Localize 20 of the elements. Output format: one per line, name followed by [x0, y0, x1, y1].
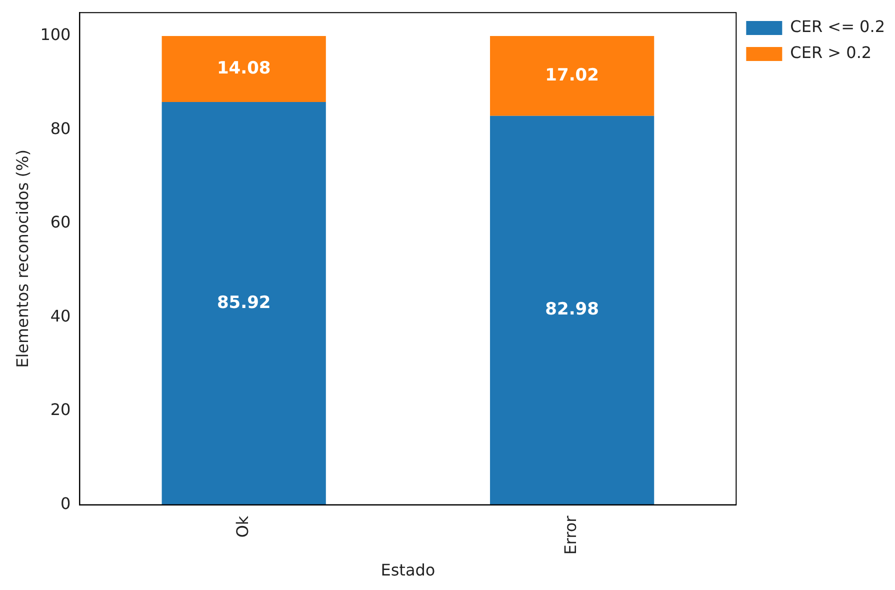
x-tick-label: Error	[561, 515, 580, 555]
data-label: 82.98	[545, 300, 599, 320]
x-tick-label: Ok	[233, 515, 252, 538]
y-axis-title: Elementos reconocidos (%)	[12, 150, 32, 368]
y-tick-label: 100	[40, 25, 71, 44]
bar	[162, 36, 326, 102]
bar	[162, 102, 326, 505]
y-tick-label: 40	[50, 306, 71, 326]
bar	[490, 36, 654, 116]
data-label: 14.08	[216, 58, 271, 78]
y-tick-label: 20	[50, 400, 71, 420]
bar	[490, 116, 654, 505]
y-tick-label: 80	[50, 118, 71, 138]
data-label: 85.92	[216, 292, 271, 313]
x-axis-title: Estado	[380, 560, 436, 580]
legend-label: CER > 0.2	[790, 43, 872, 62]
legend-label: CER <= 0.2	[790, 17, 885, 36]
y-tick-label: 0	[60, 494, 71, 513]
y-tick-label: 60	[50, 212, 71, 232]
data-label: 17.02	[545, 65, 599, 86]
